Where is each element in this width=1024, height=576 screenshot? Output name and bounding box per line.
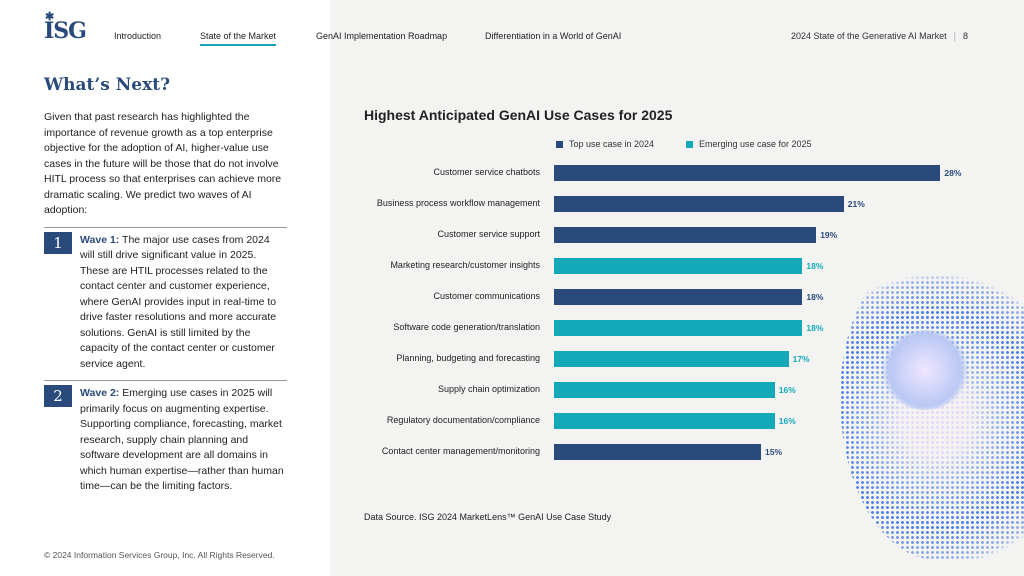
legend-item-2024: Top use case in 2024 (556, 139, 654, 149)
bar (554, 196, 844, 212)
value-label: 18% (806, 323, 824, 333)
category-label: Planning, budgeting and forecasting (396, 353, 540, 363)
category-label: Customer service support (437, 229, 540, 239)
value-label: 18% (806, 261, 824, 271)
copyright: © 2024 Information Services Group, Inc. … (44, 550, 275, 560)
data-source: Data Source. ISG 2024 MarketLens™ GenAI … (364, 512, 612, 522)
category-label: Supply chain optimization (437, 384, 540, 394)
bar (554, 227, 817, 243)
bar-row: Regulatory documentation/compliance 16% (340, 413, 980, 429)
bar-row: Customer communications 18% (340, 289, 980, 305)
intro-text: Given that past research has highlighted… (44, 111, 282, 216)
wave-number: 1 (44, 231, 72, 254)
page-heading: What’s Next? (44, 75, 171, 95)
category-label: Regulatory documentation/compliance (386, 415, 540, 425)
legend-swatch (686, 140, 693, 148)
bar-row: Contact center management/monitoring 15% (340, 444, 980, 460)
bar (554, 320, 803, 336)
value-label: 18% (806, 292, 824, 302)
star-icon: ✱ (45, 10, 54, 23)
nav-differentiation[interactable]: Differentiation in a World of GenAI (485, 31, 622, 41)
isg-logo[interactable]: ✱ ISG (44, 10, 87, 44)
value-label: 16% (778, 385, 796, 395)
report-title: 2024 State of the Generative AI Market (791, 31, 947, 41)
value-label: 21% (847, 199, 865, 209)
bar-row: Supply chain optimization 16% (340, 382, 980, 398)
logo-text: ISG (44, 18, 87, 44)
chart-title: Highest Anticipated GenAI Use Cases for … (364, 107, 673, 123)
legend-label: Top use case in 2024 (569, 139, 655, 149)
bar (554, 413, 775, 429)
bar-row: Planning, budgeting and forecasting 17% (340, 351, 980, 367)
bar (554, 382, 775, 398)
value-label: 17% (792, 354, 810, 364)
value-label: 15% (765, 447, 783, 457)
bar-row: Software code generation/translation 18% (340, 320, 980, 336)
bar (554, 289, 803, 305)
nav-state-of-the-market[interactable]: State of the Market (200, 31, 277, 46)
wave-text: Emerging use cases in 2025 will primaril… (80, 387, 284, 492)
wave-title: Wave 2: (80, 387, 120, 399)
category-label: Customer communications (433, 291, 540, 301)
wave-2: 2 Wave 2: Emerging use cases in 2025 will… (44, 380, 287, 495)
bar (554, 258, 803, 274)
bar-row: Business process workflow management 21% (340, 196, 980, 212)
value-label: 16% (778, 416, 796, 426)
left-panel (0, 0, 330, 576)
category-label: Customer service chatbots (433, 167, 540, 177)
value-label: 19% (820, 230, 838, 240)
bar-row: Customer service chatbots 28% (340, 165, 980, 181)
category-label: Contact center management/monitoring (381, 446, 540, 456)
bar-row: Marketing research/customer insights 18% (340, 258, 980, 274)
page-number: 8 (962, 31, 968, 41)
decorative-glow (880, 330, 970, 410)
legend-swatch (556, 140, 563, 148)
legend-label: Emerging use case for 2025 (699, 139, 812, 149)
wave-number: 2 (44, 385, 72, 407)
category-label: Business process workflow management (376, 198, 540, 208)
report-header: 2024 State of the Generative AI Market | 8 (791, 31, 968, 41)
wave-text: The major use cases from 2024 will still… (80, 233, 277, 370)
legend-item-2025: Emerging use case for 2025 (686, 139, 812, 149)
bar (554, 165, 941, 181)
divider: | (953, 31, 956, 41)
bar (554, 444, 761, 460)
wave-title: Wave 1: (80, 233, 120, 246)
category-label: Marketing research/customer insights (390, 260, 540, 270)
nav-introduction[interactable]: Introduction (114, 31, 162, 41)
category-label: Software code generation/translation (393, 322, 540, 332)
bar-row: Customer service support 19% (340, 227, 980, 243)
bar (554, 351, 789, 367)
wave-1: 1 Wave 1: The major use cases from 2024 w… (44, 226, 287, 373)
value-label: 28% (944, 168, 962, 178)
nav-genai-roadmap[interactable]: GenAI Implementation Roadmap (316, 31, 448, 41)
left-column: Given that past research has highlighted… (44, 110, 290, 503)
